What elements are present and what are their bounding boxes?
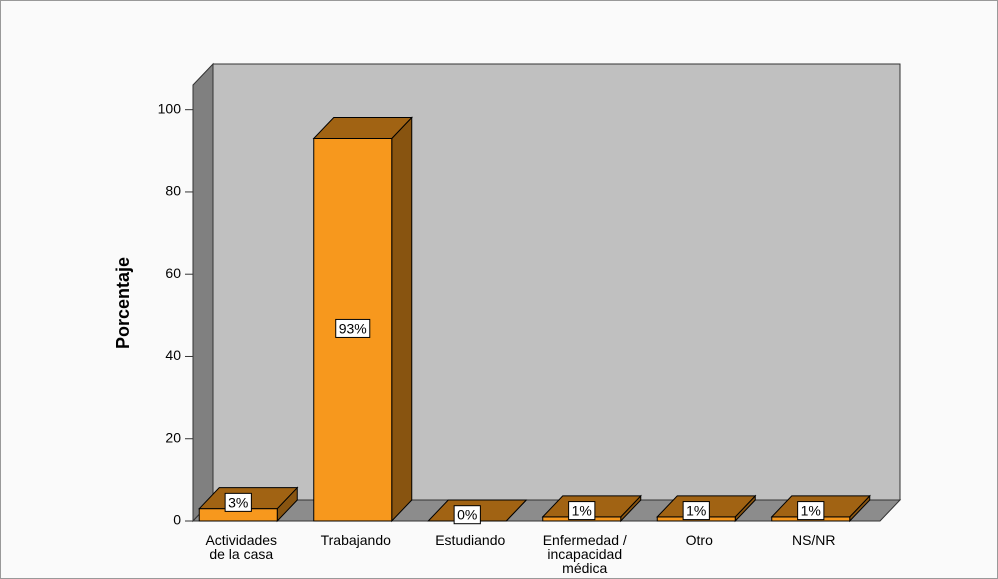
value-label-box bbox=[224, 492, 252, 512]
value-label: 3% bbox=[224, 492, 252, 512]
x-tick-label: Trabajando bbox=[321, 532, 392, 548]
y-tick-label: 20 bbox=[165, 429, 181, 445]
x-tick-label: Enfermedad / incapacidad médica bbox=[543, 532, 627, 576]
bar-top bbox=[312, 116, 413, 139]
value-label-box bbox=[797, 501, 825, 521]
bar-side bbox=[391, 116, 413, 523]
y-tick-label: 100 bbox=[158, 100, 182, 116]
value-label-text: 1% bbox=[801, 503, 821, 519]
x-tick-label: Otro bbox=[686, 532, 713, 548]
y-tick-label: 80 bbox=[165, 183, 181, 199]
value-label-text: 3% bbox=[228, 494, 248, 510]
value-label: 1% bbox=[568, 501, 596, 521]
value-label: 0% bbox=[453, 505, 481, 525]
value-label-text: 1% bbox=[686, 503, 706, 519]
y-tick-label: 0 bbox=[173, 512, 181, 528]
value-label: 93% bbox=[335, 318, 371, 338]
value-label-text: 93% bbox=[339, 320, 367, 336]
value-label: 1% bbox=[797, 501, 825, 521]
x-tick-label: Actividades de la casa bbox=[205, 532, 277, 562]
value-label-box bbox=[453, 505, 481, 525]
y-tick-label: 40 bbox=[165, 347, 181, 363]
value-label-box bbox=[682, 501, 710, 521]
x-tick-label: Estudiando bbox=[435, 532, 505, 548]
value-label: 1% bbox=[682, 501, 710, 521]
value-label-box bbox=[568, 501, 596, 521]
side-wall bbox=[192, 62, 214, 523]
value-label-text: 1% bbox=[572, 503, 592, 519]
value-label-text: 0% bbox=[457, 507, 477, 523]
y-tick-label: 60 bbox=[165, 265, 181, 281]
x-tick-label: NS/NR bbox=[792, 532, 836, 548]
y-axis-title: Porcentaje bbox=[113, 257, 133, 349]
value-label-box bbox=[335, 318, 371, 338]
